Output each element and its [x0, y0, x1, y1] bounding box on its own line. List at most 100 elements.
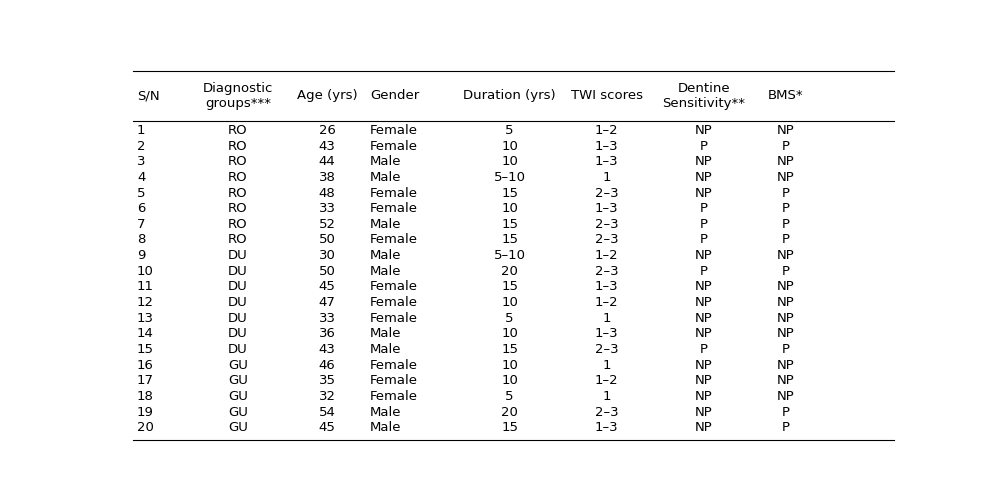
Text: P: P	[699, 343, 707, 356]
Text: 1–3: 1–3	[595, 155, 618, 168]
Text: 36: 36	[319, 327, 336, 340]
Text: P: P	[782, 218, 790, 231]
Text: 45: 45	[319, 422, 336, 434]
Text: NP: NP	[695, 359, 712, 372]
Text: DU: DU	[228, 249, 247, 262]
Text: 5: 5	[137, 186, 145, 199]
Text: 13: 13	[137, 312, 154, 325]
Text: 33: 33	[319, 312, 336, 325]
Text: Age (yrs): Age (yrs)	[297, 89, 358, 102]
Text: 1–3: 1–3	[595, 139, 618, 153]
Text: 52: 52	[319, 218, 336, 231]
Text: Gender: Gender	[370, 89, 419, 102]
Text: RO: RO	[228, 218, 247, 231]
Text: Female: Female	[370, 312, 418, 325]
Text: 1–2: 1–2	[595, 124, 618, 137]
Text: 1–3: 1–3	[595, 202, 618, 215]
Text: 5–10: 5–10	[494, 249, 526, 262]
Text: P: P	[699, 139, 707, 153]
Text: 15: 15	[501, 218, 518, 231]
Text: P: P	[782, 234, 790, 247]
Text: Female: Female	[370, 296, 418, 309]
Text: 2–3: 2–3	[595, 265, 618, 278]
Text: NP: NP	[695, 422, 712, 434]
Text: Dentine
Sensitivity**: Dentine Sensitivity**	[662, 82, 745, 110]
Text: NP: NP	[695, 124, 712, 137]
Text: 5: 5	[505, 124, 514, 137]
Text: TWI scores: TWI scores	[571, 89, 642, 102]
Text: 17: 17	[137, 374, 154, 387]
Text: NP: NP	[777, 249, 795, 262]
Text: 2–3: 2–3	[595, 218, 618, 231]
Text: 47: 47	[319, 296, 336, 309]
Text: 1–3: 1–3	[595, 280, 618, 294]
Text: Male: Male	[370, 343, 402, 356]
Text: 1–3: 1–3	[595, 327, 618, 340]
Text: Male: Male	[370, 265, 402, 278]
Text: NP: NP	[695, 186, 712, 199]
Text: RO: RO	[228, 124, 247, 137]
Text: 50: 50	[319, 265, 336, 278]
Text: Male: Male	[370, 422, 402, 434]
Text: 9: 9	[137, 249, 145, 262]
Text: 4: 4	[137, 171, 145, 184]
Text: 10: 10	[137, 265, 153, 278]
Text: 48: 48	[319, 186, 336, 199]
Text: P: P	[782, 406, 790, 419]
Text: Female: Female	[370, 124, 418, 137]
Text: 2–3: 2–3	[595, 234, 618, 247]
Text: 54: 54	[319, 406, 336, 419]
Text: P: P	[782, 139, 790, 153]
Text: 20: 20	[501, 265, 518, 278]
Text: 2: 2	[137, 139, 145, 153]
Text: P: P	[699, 202, 707, 215]
Text: Male: Male	[370, 406, 402, 419]
Text: P: P	[782, 422, 790, 434]
Text: NP: NP	[695, 296, 712, 309]
Text: 1: 1	[602, 171, 611, 184]
Text: 1: 1	[137, 124, 145, 137]
Text: NP: NP	[777, 296, 795, 309]
Text: 15: 15	[501, 343, 518, 356]
Text: S/N: S/N	[137, 89, 159, 102]
Text: Male: Male	[370, 155, 402, 168]
Text: NP: NP	[695, 155, 712, 168]
Text: 10: 10	[501, 374, 518, 387]
Text: NP: NP	[777, 155, 795, 168]
Text: Female: Female	[370, 202, 418, 215]
Text: Female: Female	[370, 139, 418, 153]
Text: NP: NP	[777, 312, 795, 325]
Text: 44: 44	[319, 155, 336, 168]
Text: 33: 33	[319, 202, 336, 215]
Text: 50: 50	[319, 234, 336, 247]
Text: Duration (yrs): Duration (yrs)	[463, 89, 556, 102]
Text: P: P	[782, 186, 790, 199]
Text: NP: NP	[695, 327, 712, 340]
Text: RO: RO	[228, 139, 247, 153]
Text: Male: Male	[370, 327, 402, 340]
Text: 46: 46	[319, 359, 336, 372]
Text: Female: Female	[370, 186, 418, 199]
Text: NP: NP	[777, 374, 795, 387]
Text: 15: 15	[501, 280, 518, 294]
Text: NP: NP	[695, 406, 712, 419]
Text: Female: Female	[370, 234, 418, 247]
Text: 14: 14	[137, 327, 153, 340]
Text: 11: 11	[137, 280, 154, 294]
Text: P: P	[699, 234, 707, 247]
Text: 2–3: 2–3	[595, 186, 618, 199]
Text: 18: 18	[137, 390, 153, 403]
Text: P: P	[699, 265, 707, 278]
Text: 1–2: 1–2	[595, 249, 618, 262]
Text: NP: NP	[695, 390, 712, 403]
Text: 3: 3	[137, 155, 145, 168]
Text: DU: DU	[228, 280, 247, 294]
Text: NP: NP	[695, 171, 712, 184]
Text: P: P	[782, 343, 790, 356]
Text: 15: 15	[501, 422, 518, 434]
Text: 35: 35	[319, 374, 336, 387]
Text: 43: 43	[319, 139, 336, 153]
Text: NP: NP	[695, 280, 712, 294]
Text: DU: DU	[228, 327, 247, 340]
Text: 19: 19	[137, 406, 153, 419]
